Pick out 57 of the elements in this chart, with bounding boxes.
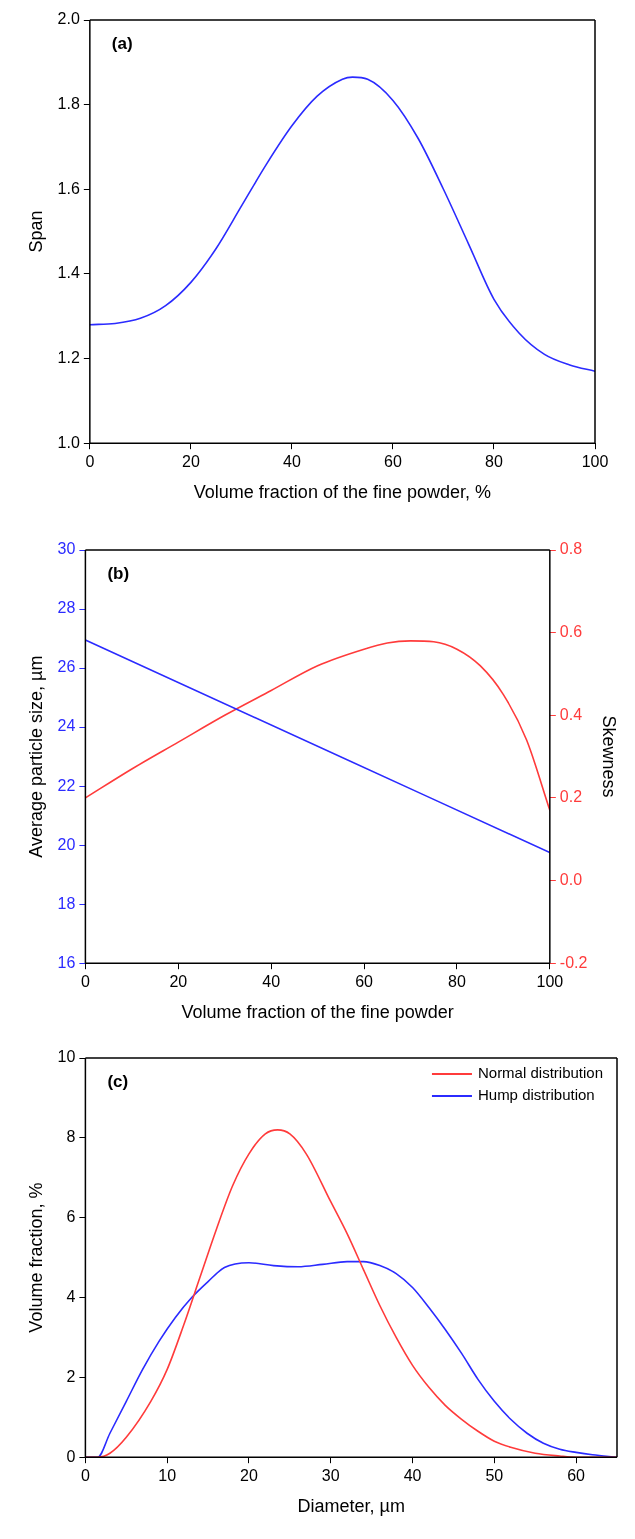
y-axis-title: Span	[25, 210, 46, 253]
y-tick-label: 10	[57, 1048, 76, 1066]
annotation: (b)	[107, 564, 130, 584]
y-tick-label: 2	[66, 1367, 76, 1385]
x-axis-title: Diameter, µm	[297, 1496, 405, 1517]
y-tick-label: 24	[57, 717, 76, 735]
y-tick-label: 4	[66, 1287, 76, 1305]
y2-tick-label: 0.2	[559, 788, 583, 806]
y-tick-label: 0	[66, 1447, 76, 1465]
y-tick-label: 28	[57, 599, 76, 617]
y-tick-label: 1.4	[57, 264, 80, 282]
y-axis-title: Volume fraction, %	[25, 1182, 46, 1333]
y-tick-label: 8	[66, 1128, 76, 1146]
y2-tick-label: -0.2	[559, 953, 588, 971]
x-tick-label: 100	[581, 453, 609, 471]
y-tick-label: 1.6	[57, 179, 80, 197]
y-tick-label: 2.0	[57, 10, 80, 28]
y-tick-label: 30	[57, 540, 76, 558]
x-tick-label: 20	[240, 1467, 258, 1485]
line-series	[85, 640, 550, 812]
y-tick-label: 26	[57, 658, 76, 676]
x-tick-label: 40	[403, 1467, 422, 1485]
y2-tick-label: 0.0	[559, 870, 583, 888]
y-tick-label: 20	[57, 835, 76, 853]
x-tick-label: 40	[262, 973, 281, 991]
x-tick-label: 30	[321, 1467, 340, 1485]
x-tick-label: 100	[536, 973, 564, 991]
y2-tick-label: 0.8	[559, 540, 583, 558]
x-tick-label: 20	[169, 973, 188, 991]
y-tick-label: 1.8	[57, 95, 80, 113]
y-tick-label: 1.2	[57, 348, 80, 366]
y-tick-label: 22	[57, 776, 76, 794]
x-tick-label: 80	[448, 973, 466, 991]
x-tick-label: 60	[355, 973, 374, 991]
x-tick-label: 60	[567, 1467, 586, 1485]
y-tick-label: 1.0	[57, 433, 80, 451]
y-tick-label: 18	[57, 894, 76, 912]
y2-tick-label: 0.6	[559, 623, 583, 641]
x-tick-label: 50	[485, 1467, 504, 1485]
legend-label: Hump distribution	[477, 1086, 595, 1104]
legend-label: Normal distribution	[477, 1064, 603, 1082]
y2-tick-label: 0.4	[559, 705, 583, 723]
x-tick-label: 20	[181, 453, 200, 471]
x-tick-label: 0	[85, 453, 95, 471]
annotation: (c)	[107, 1072, 129, 1092]
x-tick-label: 40	[283, 453, 301, 471]
y-axis-title: Average particle size, µm	[25, 655, 46, 858]
y2-axis-title: Skewness	[599, 715, 620, 798]
line-series	[89, 76, 595, 373]
x-axis-title: Volume fraction of the fine powder, %	[193, 482, 492, 503]
x-tick-label: 10	[158, 1467, 177, 1485]
x-axis-title: Volume fraction of the fine powder	[181, 1002, 454, 1023]
y-tick-label: 6	[66, 1208, 76, 1226]
annotation: (a)	[111, 34, 133, 54]
x-tick-label: 60	[384, 453, 402, 471]
x-tick-label: 80	[485, 453, 503, 471]
y-tick-label: 16	[57, 953, 76, 971]
